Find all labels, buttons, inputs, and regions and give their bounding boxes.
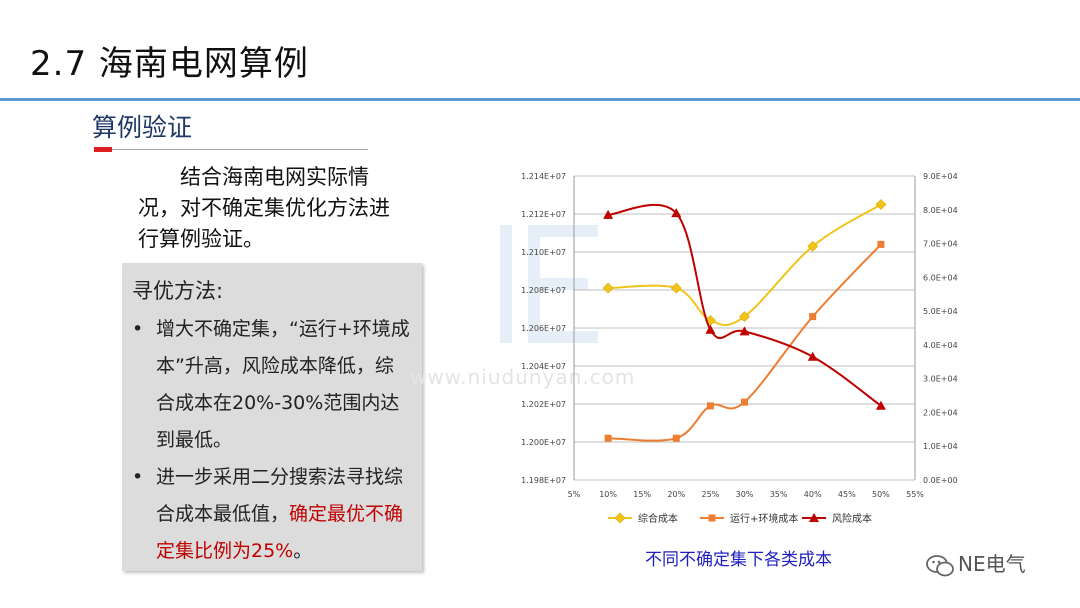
data-point-3 — [705, 324, 716, 334]
bullet-text-1: 增大不确定集，“运行+环境成本”升高，风险成本降低，综合成本在20%-30%范围… — [156, 318, 410, 451]
legend-label: 运行+环境成本 — [730, 512, 798, 525]
right-tick-label: 8.0E+04 — [923, 206, 958, 215]
series-line-1 — [608, 203, 882, 327]
left-tick-label: 1.198E+07 — [521, 476, 566, 485]
bullet-text-2-highlight: 确定最优不确定集比例为25% — [156, 503, 404, 562]
wechat-icon — [926, 554, 954, 576]
left-tick-label: 1.208E+07 — [521, 286, 566, 295]
right-tick-label: 4.0E+04 — [923, 341, 958, 350]
bullet-item-2: • 进一步采用二分搜索法寻找综合成本最低值，确定最优不确定集比例为25%。 — [132, 459, 412, 570]
right-tick-label: 2.0E+04 — [923, 408, 958, 417]
legend-marker — [614, 512, 626, 524]
slide-title: 2.7 海南电网算例 — [30, 44, 309, 84]
title-divider — [0, 98, 1080, 101]
right-tick-label: 0.0E+00 — [923, 476, 958, 485]
bullet-dot-icon: • — [132, 318, 144, 340]
x-tick-label: 15% — [633, 490, 651, 499]
left-tick-label: 1.210E+07 — [521, 248, 566, 257]
data-point-3 — [739, 326, 750, 336]
x-tick-label: 10% — [599, 490, 617, 499]
x-tick-label: 50% — [872, 490, 890, 499]
bullet-item-1: • 增大不确定集，“运行+环境成本”升高，风险成本降低，综合成本在20%-30%… — [132, 311, 412, 459]
cost-line-chart: 1.198E+07 1.200E+07 1.202E+07 1.204E+07 1.20… — [500, 172, 958, 525]
x-tick-label: 45% — [838, 490, 856, 499]
chart-series — [602, 199, 887, 442]
right-tick-label: 9.0E+04 — [923, 172, 958, 181]
data-point-1 — [670, 282, 682, 294]
ne-logo-watermark — [500, 225, 598, 343]
right-tick-label: 5.0E+04 — [923, 307, 958, 316]
x-tick-label: 35% — [770, 490, 788, 499]
subtitle-underline — [112, 149, 368, 150]
left-tick-label: 1.202E+07 — [521, 400, 566, 409]
left-tick-label: 1.214E+07 — [521, 172, 566, 181]
data-point-2 — [672, 434, 680, 442]
method-box: 寻优方法: • 增大不确定集，“运行+环境成本”升高，风险成本降低，综合成本在2… — [122, 263, 422, 571]
x-tick-label: 30% — [736, 490, 754, 499]
left-tick-label: 1.212E+07 — [521, 210, 566, 219]
data-point-2 — [604, 434, 612, 442]
intro-paragraph: 结合海南电网实际情况，对不确定集优化方法进行算例验证。 — [138, 165, 390, 251]
method-box-title: 寻优方法: — [132, 279, 224, 303]
right-tick-label: 6.0E+04 — [923, 273, 958, 282]
x-tick-label: 55% — [906, 490, 924, 499]
data-point-2 — [741, 398, 748, 406]
data-point-3 — [671, 208, 682, 218]
right-tick-label: 3.0E+04 — [923, 375, 958, 384]
watermark-text: www.niudunyan.com — [410, 365, 636, 389]
data-point-3 — [603, 209, 614, 219]
x-tick-label: 40% — [804, 490, 822, 499]
series-line-3 — [607, 203, 882, 407]
right-tick-label: 7.0E+04 — [923, 240, 958, 249]
chart-caption: 不同不确定集下各类成本 — [645, 550, 832, 570]
brand-text: NE电气 — [958, 552, 1026, 576]
x-tick-label: 25% — [702, 490, 720, 499]
data-point-1 — [739, 311, 750, 323]
section-subtitle: 算例验证 — [92, 113, 193, 142]
legend-label: 综合成本 — [638, 512, 678, 525]
data-point-1 — [807, 240, 819, 252]
right-axis: 0.0E+00 1.0E+04 2.0E+04 3.0E+04 4.0E+04 5.0E+… — [923, 172, 958, 485]
brand-logo: NE电气 — [926, 548, 1026, 577]
data-point-3 — [875, 400, 886, 410]
left-tick-label: 1.206E+07 — [521, 324, 566, 333]
x-axis: 5% 10% 15% 20% 25% 30% 35% 40% 45% 50% 55% — [568, 490, 925, 499]
data-point-2 — [706, 402, 714, 410]
x-tick-label: 20% — [667, 490, 685, 499]
series-line-2 — [608, 243, 882, 442]
legend-marker — [809, 513, 819, 522]
data-point-2 — [877, 240, 885, 248]
chart-legend: 综合成本 运行+环境成本 风险成本 — [608, 512, 872, 525]
bullet-text-2-main: 进一步采用二分搜索法寻找综合成本最低值， — [156, 466, 404, 525]
left-tick-label: 1.200E+07 — [521, 438, 566, 447]
legend-marker — [708, 514, 716, 522]
bullet-text-2-end: 。 — [293, 540, 313, 562]
bullet-dot-icon: • — [132, 466, 144, 488]
left-tick-label: 1.204E+07 — [521, 362, 566, 371]
data-point-2 — [809, 313, 817, 321]
x-tick-label: 5% — [568, 490, 581, 499]
legend-label: 风险成本 — [832, 512, 872, 525]
data-point-1 — [602, 282, 614, 294]
subtitle-accent-bar — [94, 147, 112, 152]
data-point-3 — [807, 351, 818, 361]
data-point-1 — [875, 199, 887, 210]
left-axis: 1.198E+07 1.200E+07 1.202E+07 1.204E+07 1.20… — [521, 172, 566, 485]
bullet-text-2: 进一步采用二分搜索法寻找综合成本最低值，确定最优不确定集比例为25%。 — [132, 459, 412, 570]
right-tick-label: 1.0E+04 — [923, 442, 958, 451]
